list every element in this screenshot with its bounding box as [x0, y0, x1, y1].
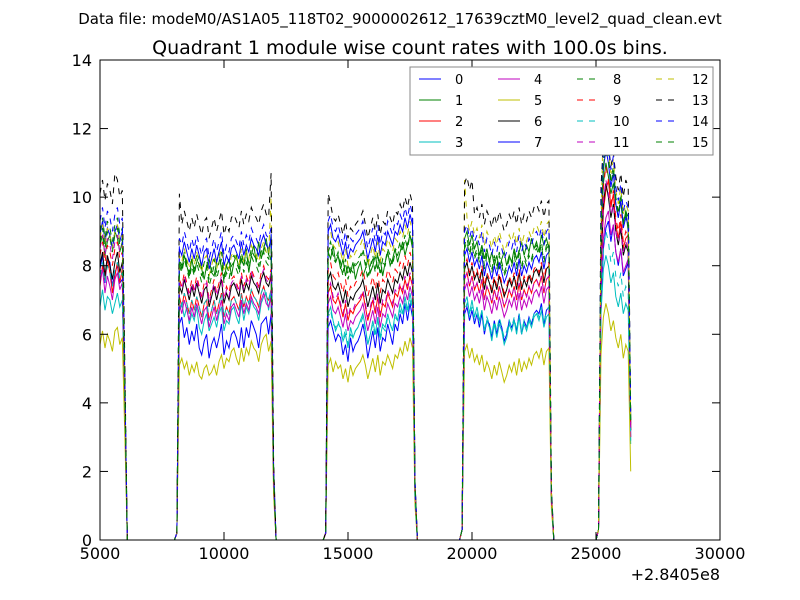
- legend-label: 10: [613, 115, 630, 130]
- y-tick-label: 12: [72, 120, 92, 139]
- y-tick-label: 4: [82, 394, 92, 413]
- series-line-1: [99, 162, 632, 541]
- x-tick-label: 20000: [447, 544, 498, 563]
- plot-lines: [99, 111, 632, 541]
- series-line-15: [99, 142, 632, 541]
- x-tick-labels: 5000 10000 15000 20000 25000 30000: [80, 544, 746, 563]
- series-line-6: [99, 183, 632, 541]
- legend-label: 2: [455, 115, 463, 130]
- legend-label: 1: [455, 94, 463, 109]
- legend-label: 0: [455, 73, 463, 88]
- series-line-7: [99, 149, 632, 541]
- series-line-0: [99, 220, 632, 541]
- x-tick-label: 25000: [571, 544, 622, 563]
- figure-suptitle: Data file: modeM0/AS1A05_118T02_90000026…: [78, 10, 722, 29]
- legend-label: 4: [534, 73, 542, 88]
- legend-label: 5: [534, 94, 542, 109]
- legend-label: 6: [534, 115, 542, 130]
- legend-label: 3: [455, 136, 463, 151]
- legend-label: 12: [692, 73, 709, 88]
- axis-ticks: [99, 59, 721, 541]
- plot-frame: [99, 59, 721, 541]
- y-tick-label: 14: [72, 51, 92, 70]
- series-line-14: [99, 131, 632, 541]
- legend-box: [409, 66, 714, 156]
- x-tick-label: 15000: [323, 544, 374, 563]
- chart-title: Quadrant 1 module wise count rates with …: [152, 37, 668, 59]
- y-tick-label: 8: [82, 257, 92, 276]
- x-tick-label: 5000: [80, 544, 121, 563]
- legend-label: 14: [692, 115, 709, 130]
- legend-label: 8: [613, 73, 621, 88]
- series-line-5: [99, 303, 632, 541]
- legend-label: 11: [613, 136, 630, 151]
- legend-label: 13: [692, 94, 709, 109]
- y-tick-label: 6: [82, 325, 92, 344]
- series-line-2: [99, 179, 632, 541]
- x-tick-label: 10000: [199, 544, 250, 563]
- x-tick-label: 30000: [695, 544, 746, 563]
- x-offset-label: +2.8405e8: [631, 565, 720, 584]
- series-line-8: [99, 145, 632, 541]
- series-line-11: [99, 179, 632, 541]
- y-tick-labels: 0 2 4 6 8 10 12 14: [72, 51, 92, 550]
- legend-label: 15: [692, 136, 709, 151]
- y-tick-label: 0: [82, 531, 92, 550]
- y-tick-label: 2: [82, 462, 92, 481]
- y-tick-label: 10: [72, 188, 92, 207]
- legend-label: 7: [534, 136, 542, 151]
- series-line-9: [99, 166, 632, 541]
- series-line-4: [99, 210, 632, 541]
- legend-label: 9: [613, 94, 621, 109]
